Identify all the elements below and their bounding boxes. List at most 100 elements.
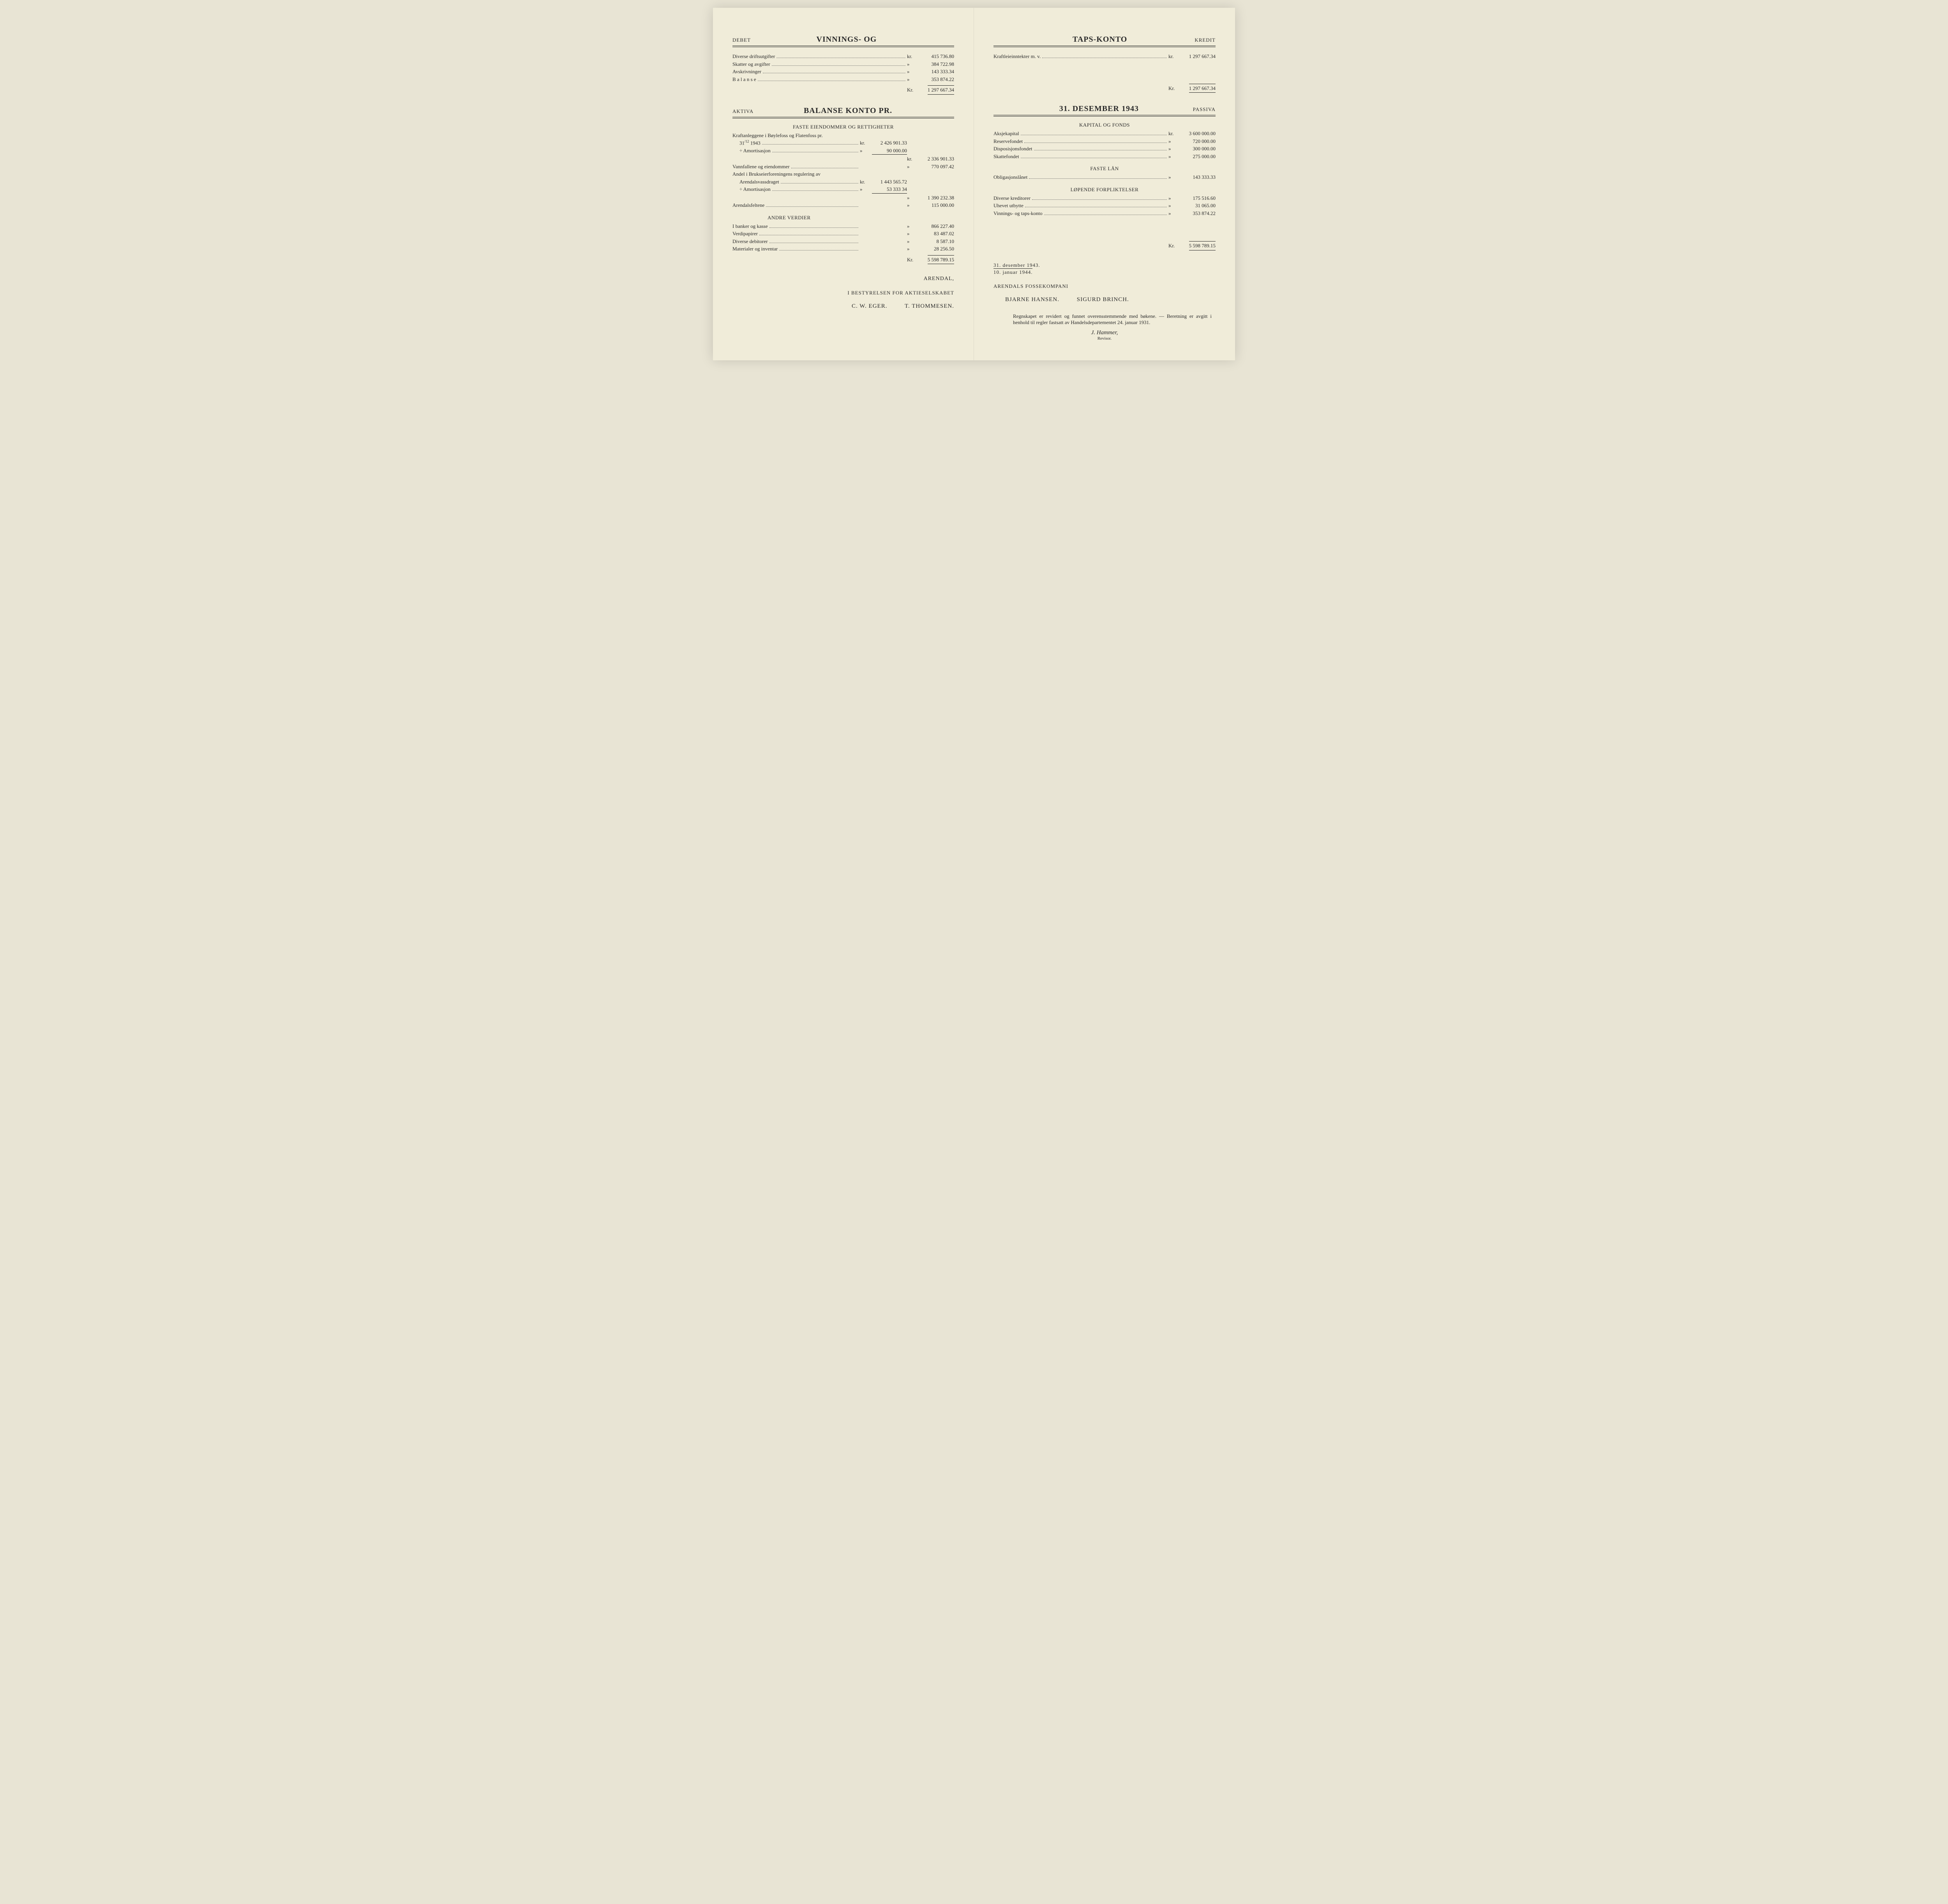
amount: 720 000.00 bbox=[1179, 138, 1216, 145]
total-currency: Kr. bbox=[1168, 242, 1179, 250]
left-page: DEBET VINNINGS- OG Diverse driftsutgifte… bbox=[713, 8, 974, 360]
balance-passiva: 31. DESEMBER 1943 PASSIVA KAPITAL OG FON… bbox=[993, 104, 1216, 250]
amount: 1 297 667.34 bbox=[1179, 53, 1216, 60]
amount: 1 390 232.38 bbox=[917, 194, 954, 202]
line-item: Diverse debitorer » 8 587.10 bbox=[732, 238, 954, 245]
currency: » bbox=[1168, 153, 1179, 160]
line-item: Vannfallene og eiendommer » 770 097.42 bbox=[732, 163, 954, 171]
amount: 53 333 34 bbox=[870, 185, 907, 193]
line-item: Skattefondet » 275 000.00 bbox=[993, 153, 1216, 160]
currency: kr. bbox=[907, 53, 917, 60]
total-currency: Kr. bbox=[907, 256, 917, 264]
item-label: Obligasjonslånet bbox=[993, 173, 1027, 181]
item-label: B a l a n s e bbox=[732, 76, 756, 83]
section-header: AKTIVA BALANSE KONTO PR. bbox=[732, 106, 954, 118]
section-title: BALANSE KONTO PR. bbox=[804, 106, 892, 115]
item-label: Diverse driftsutgifter bbox=[732, 53, 775, 60]
section-header: DEBET VINNINGS- OG bbox=[732, 35, 954, 47]
amount: 8 587.10 bbox=[917, 238, 954, 245]
item-label: Avskrivninger bbox=[732, 68, 761, 76]
currency: » bbox=[907, 194, 917, 202]
line-item: I banker og kasse » 866 227.40 bbox=[732, 222, 954, 230]
line-item: Reservefondet » 720 000.00 bbox=[993, 138, 1216, 145]
amount: 415 736.80 bbox=[917, 53, 954, 60]
item-label: Vannfallene og eiendommer bbox=[732, 163, 790, 171]
currency: » bbox=[907, 60, 917, 68]
section-title: TAPS-KONTO bbox=[1073, 35, 1127, 44]
total-currency: Kr. bbox=[907, 86, 917, 94]
auditor-name: J. Hammer, bbox=[993, 330, 1216, 336]
line-item: Kraftanleggene i Bøylefoss og Flatenfoss… bbox=[732, 132, 954, 139]
item-label: Aksjekapital bbox=[993, 130, 1019, 138]
subsection-heading: FASTE EIENDOMMER OG RETTIGHETER bbox=[732, 124, 954, 130]
total-row: Kr. 1 297 667.34 bbox=[732, 85, 954, 95]
item-label: Skatter og avgifter bbox=[732, 60, 770, 68]
total-row: Kr. 5 598 789.15 bbox=[732, 255, 954, 264]
line-item: Arendalsvassdraget kr. 1 443 565.72 bbox=[732, 178, 954, 186]
line-item: Aksjekapital kr. 3 600 000.00 bbox=[993, 130, 1216, 138]
amount: 770 097.42 bbox=[917, 163, 954, 171]
currency: » bbox=[1168, 202, 1179, 210]
side-label: DEBET bbox=[732, 37, 751, 43]
signatory: T. THOMMESEN. bbox=[905, 303, 954, 309]
place: ARENDAL, bbox=[732, 276, 954, 282]
total-amount: 5 598 789.15 bbox=[917, 255, 954, 264]
signatory: SIGURD BRINCH. bbox=[1077, 296, 1129, 303]
amount: 90 000.00 bbox=[870, 147, 907, 155]
amount: 3 600 000.00 bbox=[1179, 130, 1216, 138]
currency: » bbox=[907, 76, 917, 83]
side-label: KREDIT bbox=[1195, 37, 1216, 43]
item-label: Diverse kreditorer bbox=[993, 194, 1030, 202]
amount: 28 256.50 bbox=[917, 245, 954, 253]
amount: 143 333.33 bbox=[1179, 173, 1216, 181]
date-line: 31. desember 1943. bbox=[993, 262, 1216, 268]
signatory: BJARNE HANSEN. bbox=[1005, 296, 1059, 303]
signatures: C. W. EGER. T. THOMMESEN. bbox=[732, 303, 954, 310]
audit-statement: Regnskapet er revidert og funnet overens… bbox=[993, 313, 1216, 326]
currency: kr. bbox=[907, 155, 917, 163]
side-label: PASSIVA bbox=[1193, 106, 1216, 113]
line-item: Andel i Brukseierforeningens regulering … bbox=[732, 170, 954, 178]
page-spread: DEBET VINNINGS- OG Diverse driftsutgifte… bbox=[713, 8, 1235, 360]
balance-aktiva: AKTIVA BALANSE KONTO PR. FASTE EIENDOMME… bbox=[732, 106, 954, 264]
currency: » bbox=[907, 201, 917, 209]
item-label: ÷ Amortisasjon bbox=[739, 147, 771, 155]
currency: » bbox=[1168, 138, 1179, 145]
subtotal-row: » 1 390 232.38 bbox=[732, 193, 954, 202]
item-label: Diverse debitorer bbox=[732, 238, 768, 245]
subsection-heading: ANDRE VERDIER bbox=[732, 215, 954, 221]
org-line: I BESTYRELSEN FOR AKTIESELSKABET bbox=[732, 290, 954, 296]
total-currency: Kr. bbox=[1168, 85, 1179, 92]
currency: » bbox=[860, 185, 870, 193]
currency: » bbox=[907, 238, 917, 245]
profit-loss-debit: DEBET VINNINGS- OG Diverse driftsutgifte… bbox=[732, 35, 954, 95]
item-label: Reservefondet bbox=[993, 138, 1023, 145]
amount: 31 065.00 bbox=[1179, 202, 1216, 210]
currency: » bbox=[1168, 194, 1179, 202]
total-amount: 5 598 789.15 bbox=[1179, 241, 1216, 250]
section-header: 31. DESEMBER 1943 PASSIVA bbox=[993, 104, 1216, 116]
line-item: Obligasjonslånet » 143 333.33 bbox=[993, 173, 1216, 181]
item-label: Disposisjonsfondet bbox=[993, 145, 1032, 153]
amount: 83 487.02 bbox=[917, 230, 954, 238]
line-item: ÷ Amortisasjon » 53 333 34 bbox=[732, 185, 954, 193]
item-label: Kraftanleggene i Bøylefoss og Flatenfoss… bbox=[732, 132, 823, 139]
line-item: Diverse kreditorer » 175 516.60 bbox=[993, 194, 1216, 202]
line-item: Verdipapirer » 83 487.02 bbox=[732, 230, 954, 238]
currency: » bbox=[907, 68, 917, 76]
section-title: 31. DESEMBER 1943 bbox=[1059, 104, 1139, 113]
amount: 143 333.34 bbox=[917, 68, 954, 76]
item-label: Andel i Brukseierforeningens regulering … bbox=[732, 170, 820, 178]
amount: 175 516.60 bbox=[1179, 194, 1216, 202]
line-item: Arendalsfeltene » 115 000.00 bbox=[732, 201, 954, 209]
date-block: 31. desember 1943. 10. januar 1944. bbox=[993, 262, 1216, 275]
line-item: 31/12 1943 kr. 2 426 901.33 bbox=[732, 139, 954, 147]
item-label: 31/12 1943 bbox=[739, 139, 760, 147]
amount: 1 443 565.72 bbox=[870, 178, 907, 186]
pl-rows: Diverse driftsutgifter kr. 415 736.80 Sk… bbox=[732, 53, 954, 83]
item-label: Kraftleieinntekter m. v. bbox=[993, 53, 1041, 60]
currency: » bbox=[1168, 173, 1179, 181]
line-item: Vinnings- og taps-konto » 353 874.22 bbox=[993, 210, 1216, 217]
currency: kr. bbox=[860, 139, 870, 147]
item-label: ÷ Amortisasjon bbox=[739, 185, 771, 193]
